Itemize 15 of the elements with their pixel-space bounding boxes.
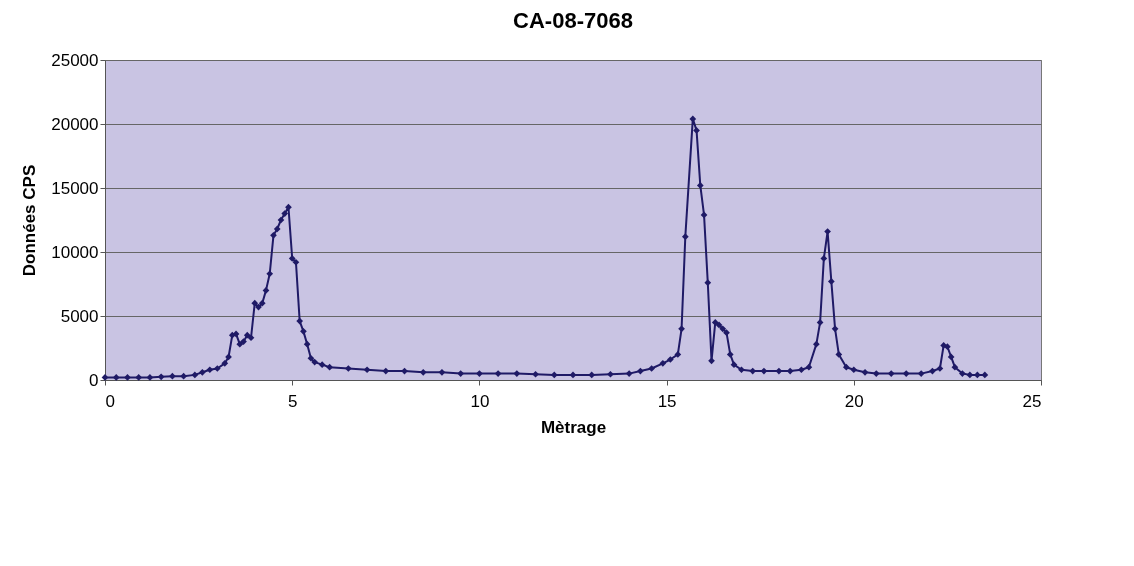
- x-tick-label: 5: [287, 391, 298, 411]
- x-tick-label: 20: [844, 391, 864, 411]
- y-tick-label: 10000: [51, 242, 99, 262]
- y-tick-label: 0: [89, 370, 99, 390]
- y-axis-title: Données CPS: [20, 164, 40, 277]
- x-tick-label: 10: [470, 391, 490, 411]
- y-tick-label: 25000: [51, 50, 99, 70]
- y-tick-label: 15000: [51, 178, 99, 198]
- y-tick-label: 5000: [60, 306, 99, 326]
- x-tick-label: 25: [1022, 391, 1042, 411]
- x-tick-label: 15: [657, 391, 677, 411]
- chart-title: CA-08-7068: [513, 8, 633, 33]
- x-axis-title: Mètrage: [540, 417, 607, 437]
- y-tick-label: 20000: [51, 114, 99, 134]
- x-tick-label: 0: [105, 391, 115, 411]
